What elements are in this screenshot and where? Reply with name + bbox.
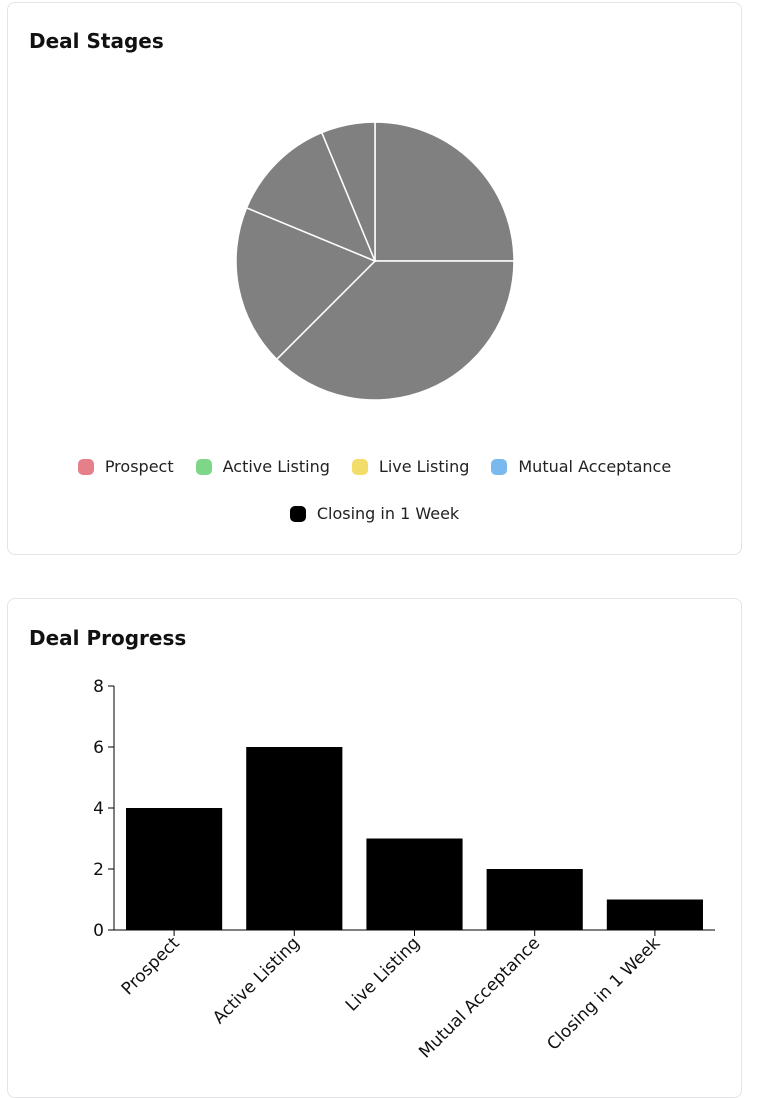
legend-item-active-listing[interactable]: Active Listing [195, 457, 330, 476]
pie-slice-live-listing[interactable] [235, 206, 377, 361]
y-tick-label-0: 0 [93, 921, 104, 941]
pie-slice-active-listing[interactable] [275, 260, 515, 401]
bar-mutual-acceptance[interactable] [486, 869, 583, 930]
legend-swatch-mutual-acceptance [491, 458, 508, 475]
bar-active-listing[interactable] [246, 747, 343, 930]
bar-prospect[interactable] [126, 808, 223, 930]
legend-swatch-live-listing [351, 458, 368, 475]
deal-stages-card: Deal Stages Prospect Active Listing Live… [7, 2, 742, 555]
legend-item-closing-in-1-week[interactable]: Closing in 1 Week [289, 504, 460, 523]
x-tick-label-live-listing: Live Listing [342, 933, 424, 1015]
legend-label-live-listing: Live Listing [378, 457, 470, 476]
legend-label-closing-in-1-week: Closing in 1 Week [316, 504, 460, 523]
bar-closing-in-1-week[interactable] [606, 899, 703, 931]
legend-label-active-listing: Active Listing [222, 457, 330, 476]
legend-label-mutual-acceptance: Mutual Acceptance [518, 457, 672, 476]
x-tick-label-closing-in-1-week: Closing in 1 Week [543, 933, 664, 1054]
y-tick-label-4: 4 [93, 799, 104, 819]
legend-swatch-prospect [77, 458, 94, 475]
legend-item-live-listing[interactable]: Live Listing [351, 457, 470, 476]
bar-live-listing[interactable] [366, 838, 463, 931]
x-tick-label-active-listing: Active Listing [209, 933, 304, 1028]
pie-legend-row-1: Prospect Active Listing Live Listing Mut… [8, 457, 741, 476]
pie-slice-mutual-acceptance[interactable] [245, 131, 377, 263]
y-tick-label-2: 2 [93, 860, 104, 880]
pie-slice-closing-in-1-week[interactable] [320, 121, 376, 262]
pie-slice-prospect[interactable] [374, 121, 515, 262]
y-tick-label-6: 6 [93, 738, 104, 758]
deal-progress-card: Deal Progress 0 2 4 6 8 Prospect Active Listin… [7, 598, 742, 1098]
deal-progress-title: Deal Progress [29, 626, 187, 650]
legend-label-prospect: Prospect [104, 457, 174, 476]
deal-progress-bar-chart: 0 2 4 6 8 Prospect Active Listing Live ListingM… [93, 677, 715, 1062]
deal-stages-pie-chart [235, 121, 515, 401]
legend-item-mutual-acceptance[interactable]: Mutual Acceptance [491, 457, 671, 476]
deal-stages-title: Deal Stages [29, 29, 164, 53]
y-tick-label-8: 8 [93, 677, 104, 697]
legend-swatch-active-listing [195, 458, 212, 475]
legend-swatch-closing-in-1-week [289, 505, 306, 522]
pie-legend-row-2: Closing in 1 Week [8, 504, 741, 523]
x-tick-label-mutual-acceptance: Mutual Acceptance [415, 933, 544, 1062]
x-tick-label-prospect: Prospect [118, 933, 184, 999]
legend-item-prospect[interactable]: Prospect [77, 457, 174, 476]
